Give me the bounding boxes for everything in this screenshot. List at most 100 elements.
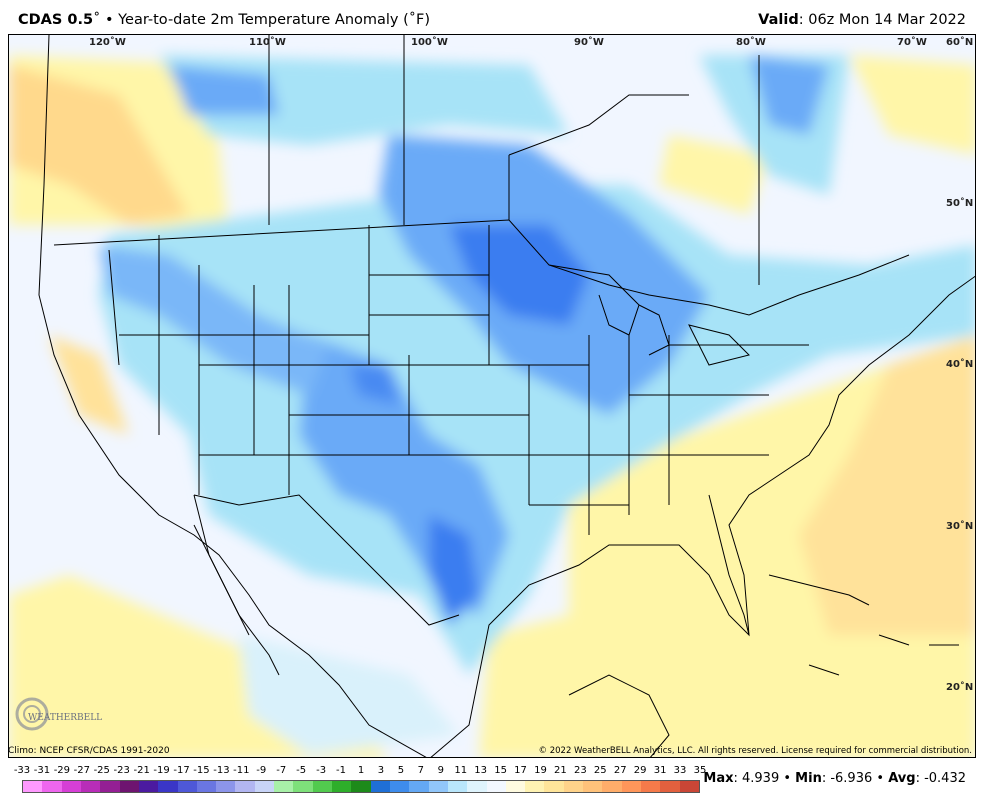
- valid-time: Valid: 06z Mon 14 Mar 2022: [758, 12, 966, 28]
- lat-label-60n: 60˚N: [946, 37, 974, 48]
- scale-swatch: [235, 781, 255, 792]
- scale-tick-label: 13: [474, 765, 488, 776]
- scale-swatch: [370, 781, 390, 792]
- title-bullet: •: [104, 12, 114, 28]
- scale-swatch: [61, 781, 81, 792]
- scale-tick-label: 11: [454, 765, 468, 776]
- lon-label-70w: 70˚W: [897, 37, 927, 48]
- lat-label-20n: 20˚N: [946, 682, 974, 693]
- max-value: : 4.939: [733, 771, 780, 786]
- header: CDAS 0.5˚ • Year-to-date 2m Temperature …: [0, 0, 984, 34]
- scale-tick-label: -29: [53, 765, 71, 776]
- scale-tick-label: 33: [673, 765, 687, 776]
- scale-tick-label: 3: [377, 765, 385, 776]
- scale-swatch: [505, 781, 526, 792]
- lon-label-120w: 120˚W: [89, 37, 126, 48]
- lat-label-40n: 40˚N: [946, 359, 974, 370]
- scale-swatch: [274, 781, 294, 792]
- scale-swatch: [525, 781, 545, 792]
- scale-swatch: [293, 781, 313, 792]
- lon-label-110w: 110˚W: [249, 37, 286, 48]
- scale-tick-label: -17: [173, 765, 190, 776]
- scale-tick-label: -11: [233, 765, 250, 776]
- scale-tick-label: -15: [193, 765, 210, 776]
- scale-swatch: [177, 781, 197, 792]
- scale-swatch: [312, 781, 332, 792]
- scale-swatch: [42, 781, 62, 792]
- scale-swatch: [467, 781, 487, 792]
- scale-tick-label: -1: [336, 765, 347, 776]
- scale-swatch: [254, 781, 275, 792]
- lat-label-30n: 30˚N: [946, 521, 974, 532]
- valid-value: : 06z Mon 14 Mar 2022: [798, 12, 966, 28]
- scale-ticks: -33 -31 -29 -27 -25 -23 -21 -19 -17 -15 -13 -11 -9 -7…: [14, 765, 712, 779]
- scale-swatch: [332, 781, 352, 792]
- scale-tick-label: -3: [316, 765, 327, 776]
- lon-label-100w: 100˚W: [411, 37, 448, 48]
- scale-swatch: [486, 781, 506, 792]
- anomaly-map[interactable]: 120˚W 110˚W 100˚W 90˚W 80˚W 70˚W 60˚N 50…: [8, 34, 976, 758]
- scale-tick-label: 15: [494, 765, 507, 776]
- scale-tick-label: -19: [153, 765, 170, 776]
- scale-swatch: [23, 781, 43, 792]
- scale-tick-label: 19: [534, 765, 547, 776]
- scale-swatch: [80, 781, 101, 792]
- scale-swatch: [138, 781, 159, 792]
- scale-swatch: [119, 781, 139, 792]
- scale-tick-label: 17: [514, 765, 527, 776]
- scale-swatch: [447, 781, 468, 792]
- scale-bar: [22, 780, 700, 793]
- scale-swatch: [621, 781, 641, 792]
- color-scale: -33 -31 -29 -27 -25 -23 -21 -19 -17 -15 -13 -11 -9 -7…: [14, 765, 712, 799]
- stats-sep-1: •: [779, 771, 796, 786]
- scale-tick-label: -25: [93, 765, 110, 776]
- scale-swatch: [602, 781, 622, 792]
- min-label: Min: [795, 771, 822, 786]
- scale-swatch: [563, 781, 584, 792]
- scale-swatch: [100, 781, 120, 792]
- scale-tick-label: 35: [693, 765, 707, 776]
- scale-tick-label: -21: [133, 765, 150, 776]
- max-label: Max: [703, 771, 734, 786]
- map-canvas: [9, 35, 975, 757]
- scale-tick-label: -33: [13, 765, 31, 776]
- scale-swatch: [679, 781, 699, 792]
- valid-label: Valid: [758, 12, 799, 28]
- scale-tick-label: -9: [256, 765, 267, 776]
- avg-value: : -0.432: [915, 771, 966, 786]
- logo-text: WEATHERBELL: [28, 713, 102, 723]
- scale-swatch: [583, 781, 603, 792]
- scale-swatch: [158, 781, 178, 792]
- scale-swatch: [196, 781, 217, 792]
- copyright-note: © 2022 WeatherBELL Analytics, LLC. All r…: [538, 746, 972, 756]
- avg-label: Avg: [888, 771, 916, 786]
- scale-swatch: [389, 781, 410, 792]
- scale-tick-label: 21: [554, 765, 567, 776]
- stats-sep-2: •: [872, 771, 889, 786]
- product-name: CDAS 0.5: [18, 12, 94, 28]
- lat-label-50n: 50˚N: [946, 198, 974, 209]
- min-value: : -6.936: [821, 771, 873, 786]
- scale-tick-label: 1: [357, 765, 365, 776]
- scale-tick-label: -23: [113, 765, 130, 776]
- scale-tick-label: 25: [593, 765, 607, 776]
- scale-tick-label: -7: [276, 765, 287, 776]
- scale-swatch: [660, 781, 680, 792]
- title-text: Year-to-date 2m Temperature Anomaly (˚F): [118, 12, 431, 28]
- scale-tick-label: 9: [437, 765, 444, 776]
- lon-label-90w: 90˚W: [574, 37, 604, 48]
- boundaries: [38, 35, 975, 757]
- stats-readout: Max: 4.939 • Min: -6.936 • Avg: -0.432: [703, 771, 966, 786]
- climo-note: Climo: NCEP CFSR/CDAS 1991-2020: [8, 746, 170, 756]
- scale-swatch: [641, 781, 661, 792]
- scale-tick-label: -5: [296, 765, 307, 776]
- scale-tick-label: 31: [653, 765, 667, 776]
- weatherbell-logo: WEATHERBELL: [12, 694, 102, 736]
- scale-swatch: [544, 781, 564, 792]
- degree-mark: ˚: [93, 12, 101, 28]
- lon-label-80w: 80˚W: [736, 37, 766, 48]
- scale-swatch: [216, 781, 236, 792]
- scale-swatch: [351, 781, 371, 792]
- scale-tick-label: 23: [573, 765, 587, 776]
- scale-swatch: [428, 781, 448, 792]
